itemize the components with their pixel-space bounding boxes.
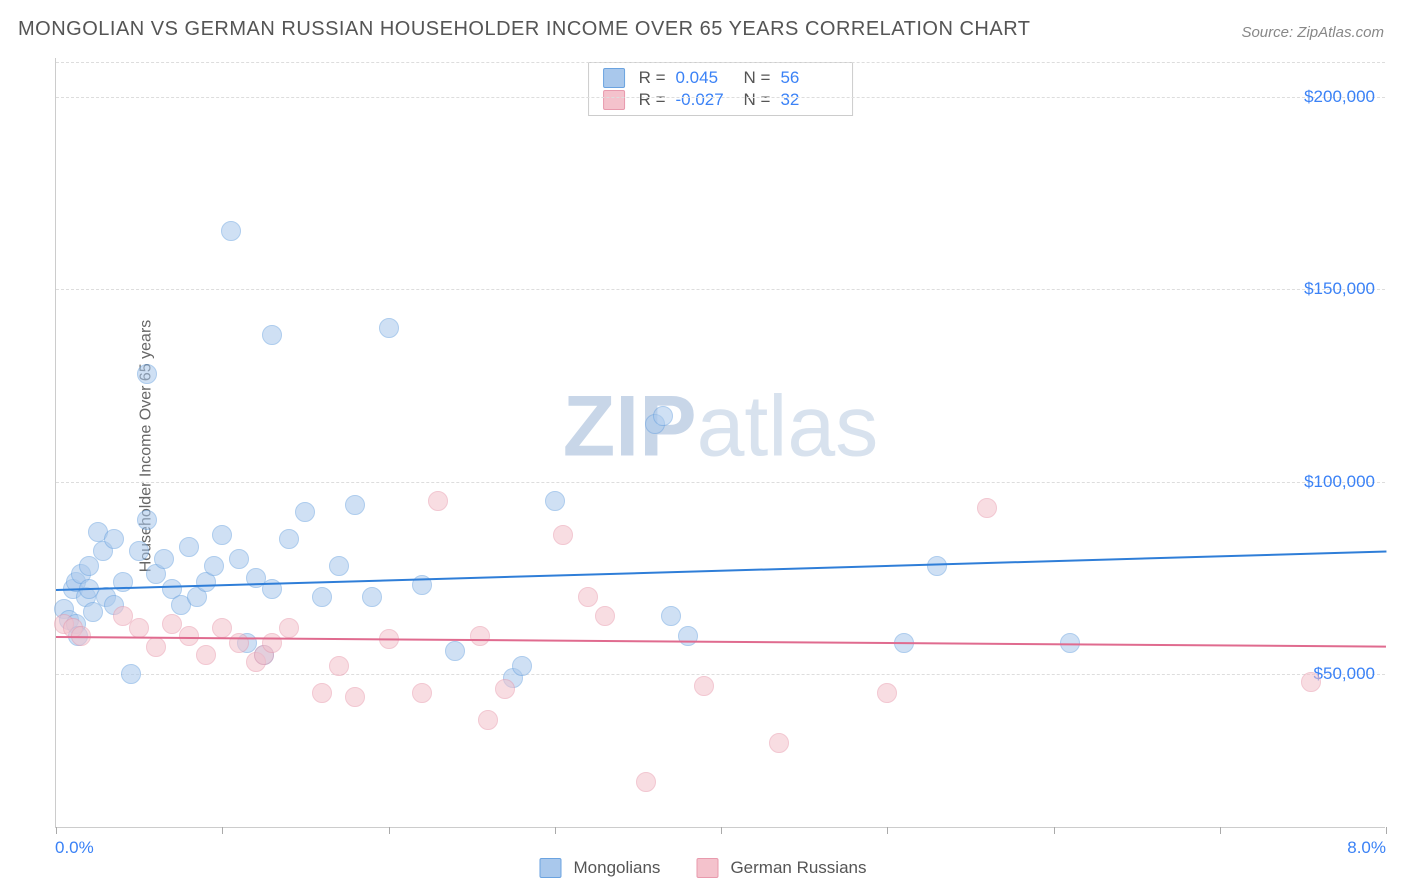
data-point [121, 664, 141, 684]
legend-swatch [539, 858, 561, 878]
data-point [137, 364, 157, 384]
x-tick-mark [1220, 827, 1221, 834]
data-point [428, 491, 448, 511]
y-tick-label: $200,000 [1304, 87, 1375, 107]
series-swatch [603, 90, 625, 110]
x-tick-mark [721, 827, 722, 834]
data-point [229, 549, 249, 569]
x-tick-mark [56, 827, 57, 834]
legend-item: Mongolians [539, 858, 660, 878]
data-point [154, 549, 174, 569]
data-point [362, 587, 382, 607]
data-point [312, 587, 332, 607]
data-point [104, 529, 124, 549]
source-attribution: Source: ZipAtlas.com [1241, 24, 1384, 41]
r-value: -0.027 [676, 90, 734, 110]
x-tick-mark [222, 827, 223, 834]
data-point [312, 683, 332, 703]
x-tick-mark [887, 827, 888, 834]
series-swatch [603, 68, 625, 88]
x-tick-mark [1054, 827, 1055, 834]
data-point [279, 618, 299, 638]
data-point [512, 656, 532, 676]
data-point [212, 618, 232, 638]
legend-label: Mongolians [573, 858, 660, 878]
data-point [636, 772, 656, 792]
r-label: R = [639, 68, 666, 88]
data-point [262, 633, 282, 653]
y-tick-label: $50,000 [1314, 664, 1375, 684]
legend-item: German Russians [696, 858, 866, 878]
data-point [478, 710, 498, 730]
scatter-plot-area: ZIPatlas R = 0.045 N = 56 R = -0.027 N = 32 $50… [55, 58, 1385, 828]
x-tick-mark [389, 827, 390, 834]
data-point [379, 318, 399, 338]
data-point [262, 325, 282, 345]
data-point [595, 606, 615, 626]
data-point [769, 733, 789, 753]
x-tick-mark [555, 827, 556, 834]
x-axis-max-label: 8.0% [1347, 838, 1386, 858]
n-value: 56 [780, 68, 838, 88]
n-label: N = [744, 68, 771, 88]
data-point [329, 556, 349, 576]
data-point [212, 525, 232, 545]
data-point [345, 687, 365, 707]
data-point [445, 641, 465, 661]
data-point [146, 637, 166, 657]
data-point [137, 510, 157, 530]
gridline [56, 289, 1385, 290]
data-point [204, 556, 224, 576]
data-point [345, 495, 365, 515]
stats-row: R = 0.045 N = 56 [603, 67, 839, 89]
data-point [661, 606, 681, 626]
legend-label: German Russians [730, 858, 866, 878]
stats-row: R = -0.027 N = 32 [603, 89, 839, 111]
data-point [578, 587, 598, 607]
data-point [129, 618, 149, 638]
y-tick-label: $100,000 [1304, 472, 1375, 492]
legend-swatch [696, 858, 718, 878]
data-point [495, 679, 515, 699]
chart-title: MONGOLIAN VS GERMAN RUSSIAN HOUSEHOLDER … [18, 18, 1031, 41]
data-point [553, 525, 573, 545]
r-label: R = [639, 90, 666, 110]
data-point [229, 633, 249, 653]
r-value: 0.045 [676, 68, 734, 88]
n-value: 32 [780, 90, 838, 110]
data-point [470, 626, 490, 646]
data-point [412, 683, 432, 703]
series-legend: Mongolians German Russians [539, 858, 866, 878]
data-point [129, 541, 149, 561]
gridline [56, 674, 1385, 675]
gridline [56, 62, 1385, 63]
data-point [653, 406, 673, 426]
data-point [196, 645, 216, 665]
gridline [56, 97, 1385, 98]
data-point [877, 683, 897, 703]
n-label: N = [744, 90, 771, 110]
data-point [545, 491, 565, 511]
x-tick-mark [1386, 827, 1387, 834]
data-point [179, 626, 199, 646]
data-point [694, 676, 714, 696]
data-point [221, 221, 241, 241]
data-point [329, 656, 349, 676]
y-tick-label: $150,000 [1304, 279, 1375, 299]
gridline [56, 482, 1385, 483]
data-point [1301, 672, 1321, 692]
data-point [927, 556, 947, 576]
data-point [977, 498, 997, 518]
data-point [295, 502, 315, 522]
x-axis-min-label: 0.0% [55, 838, 94, 858]
watermark: ZIPatlas [563, 378, 878, 477]
data-point [179, 537, 199, 557]
correlation-stats-box: R = 0.045 N = 56 R = -0.027 N = 32 [588, 62, 854, 116]
data-point [279, 529, 299, 549]
